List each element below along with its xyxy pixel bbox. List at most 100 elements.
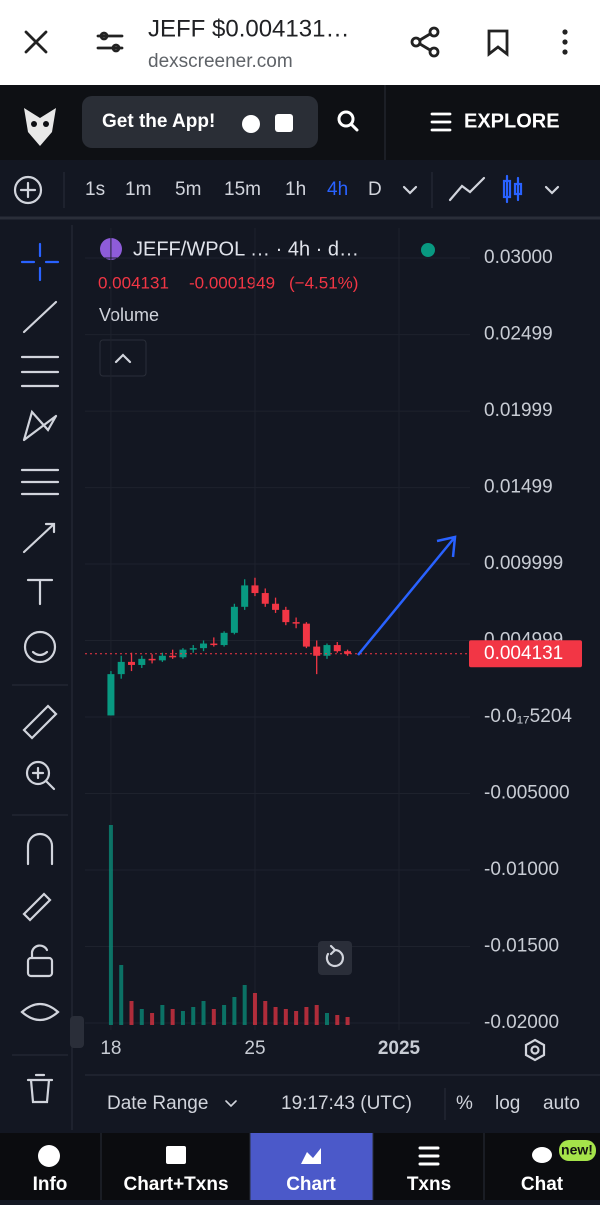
candle-body	[292, 622, 300, 624]
candle-body	[128, 661, 136, 665]
volume-bar	[160, 1005, 165, 1025]
reset-icon	[325, 944, 344, 968]
projection-tool[interactable]	[20, 468, 60, 496]
candle-body	[179, 649, 187, 658]
tab-label[interactable]: Chart	[286, 1174, 336, 1195]
browser-bar	[0, 0, 600, 85]
status-dot	[421, 243, 435, 257]
date-range[interactable]: Date Range	[107, 1093, 208, 1114]
volume-bar	[191, 1007, 196, 1025]
logo-eye	[43, 121, 49, 127]
ruler-tool[interactable]	[22, 704, 58, 740]
chart-icon	[301, 1148, 321, 1164]
candle-body	[251, 585, 259, 594]
add-indicator-icon[interactable]	[13, 175, 43, 205]
page-url: dexscreener.com	[148, 51, 293, 72]
tab-label[interactable]: Info	[33, 1174, 68, 1195]
reset-button[interactable]	[318, 941, 352, 975]
volume-bar	[294, 1011, 299, 1025]
y-tick-label: -0.01500	[484, 935, 559, 956]
candle-body	[313, 646, 321, 656]
new-badge	[559, 1140, 596, 1161]
arrow-tool[interactable]	[22, 522, 56, 554]
y-tick-label: 0.01499	[484, 477, 553, 498]
logo-eye	[31, 121, 37, 127]
explore-label[interactable]: EXPLORE	[464, 110, 560, 132]
site-settings-icon[interactable]	[96, 31, 124, 53]
interval[interactable]: 5m	[175, 179, 201, 200]
candle-chart-icon[interactable]	[502, 174, 523, 204]
close-icon[interactable]	[24, 30, 48, 54]
scale-option[interactable]: auto	[543, 1093, 580, 1114]
visibility-tool[interactable]	[20, 1002, 60, 1022]
get-app-button[interactable]	[82, 96, 318, 148]
logo[interactable]	[24, 108, 56, 146]
pattern-tool[interactable]	[22, 409, 58, 442]
volume-label: Volume	[99, 305, 159, 325]
lock-draw-tool[interactable]	[22, 892, 52, 922]
y-tick-label: -0.0₁₇5204	[484, 706, 572, 727]
x-tick-label: 2025	[378, 1038, 421, 1059]
date-range-chevron	[225, 1100, 237, 1108]
delete-tool[interactable]	[26, 1073, 54, 1104]
legend-price: 0.004131	[98, 273, 169, 292]
fib-tool[interactable]	[20, 355, 60, 388]
candle-body	[107, 674, 115, 716]
volume-bar	[211, 1009, 216, 1025]
plot-area: 0.03000 0.02499 0.01999 0.01499 0.009999 0.00…	[85, 228, 582, 1059]
line-chart-icon[interactable]	[448, 176, 486, 202]
chart-toolbar	[0, 160, 600, 218]
search-icon[interactable]	[337, 110, 359, 132]
chart-type-menu[interactable]	[544, 185, 560, 195]
volume-bar	[273, 1007, 278, 1025]
interval[interactable]: 1s	[85, 179, 105, 200]
collapse-legend[interactable]	[99, 339, 147, 377]
x-tick-label: 25	[244, 1038, 265, 1059]
crosshair-tool[interactable]	[20, 242, 60, 282]
scale-option[interactable]: log	[495, 1093, 520, 1114]
get-app-label: Get the App!	[102, 111, 215, 132]
settings-icon[interactable]	[524, 1038, 546, 1062]
menu-icon[interactable]	[562, 29, 568, 55]
zoom-tool[interactable]	[25, 760, 56, 791]
collapse-toolbar[interactable]	[70, 1016, 84, 1048]
candle-body	[169, 655, 177, 658]
magnet-tool[interactable]	[26, 832, 54, 866]
scale-option[interactable]: %	[456, 1093, 473, 1114]
tab-label[interactable]: Txns	[407, 1174, 451, 1195]
bookmark-icon[interactable]	[487, 29, 509, 57]
android-icon	[275, 114, 293, 132]
share-icon[interactable]	[410, 26, 440, 58]
y-tick-label: 0.009999	[484, 553, 563, 574]
interval[interactable]: 4h	[327, 179, 348, 200]
interval[interactable]: 15m	[224, 179, 261, 200]
explore-icon	[430, 112, 452, 132]
icon-tool[interactable]	[23, 630, 57, 664]
tab-label[interactable]: Chart+Txns	[123, 1174, 228, 1195]
page-title: JEFF $0.004131…	[148, 15, 349, 42]
candle-body	[138, 658, 146, 665]
candle-body	[241, 585, 249, 607]
more-intervals[interactable]	[402, 185, 418, 195]
y-tick-label: 0.01999	[484, 400, 553, 421]
interval[interactable]: D	[368, 179, 382, 200]
apple-icon	[242, 115, 260, 133]
y-tick-label: 0.02499	[484, 324, 553, 345]
volume-bar	[119, 965, 124, 1025]
x-tick-label: 18	[100, 1038, 121, 1059]
candle-body	[344, 651, 352, 654]
drawn-arrow	[357, 535, 457, 656]
info-icon	[38, 1145, 60, 1167]
interval[interactable]: 1h	[285, 179, 306, 200]
legend-change-pct: (−4.51%)	[289, 273, 358, 292]
trendline-tool[interactable]	[22, 300, 58, 334]
clock: 19:17:43 (UTC)	[281, 1093, 412, 1114]
text-tool[interactable]	[26, 578, 54, 606]
interval[interactable]: 1m	[125, 179, 151, 200]
volume-bar	[283, 1009, 288, 1025]
y-tick-label: -0.005000	[484, 782, 570, 803]
candle-body	[200, 643, 208, 649]
lock-tool[interactable]	[26, 944, 54, 978]
settings-icon-center	[530, 1045, 540, 1055]
tab-label[interactable]: Chat	[521, 1174, 564, 1195]
